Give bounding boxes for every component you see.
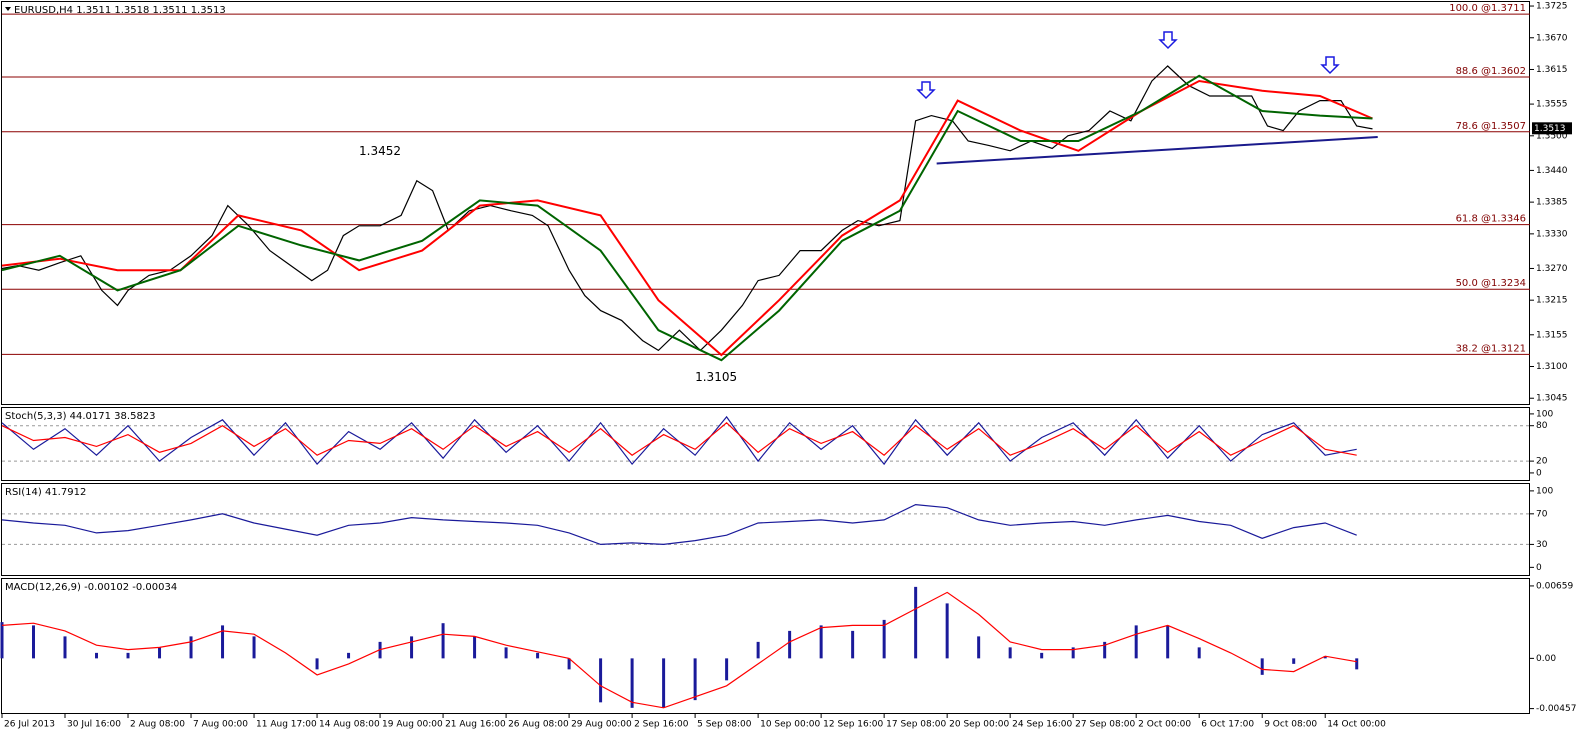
y-tick-label: 1.3500 bbox=[1536, 131, 1568, 141]
x-tick-label: 2 Sep 16:00 bbox=[634, 720, 689, 730]
y-tick-label: 1.3100 bbox=[1536, 362, 1568, 372]
panel-title: EURUSD,H4 1.3511 1.3518 1.3511 1.3513 bbox=[14, 5, 226, 16]
x-tick-label: 12 Sep 16:00 bbox=[823, 720, 883, 730]
x-tick-label: 9 Oct 08:00 bbox=[1264, 720, 1317, 730]
y-tick-label: 20 bbox=[1536, 457, 1548, 467]
panel-title: Stoch(5,3,3) 44.0171 38.5823 bbox=[5, 411, 156, 422]
panel-frame bbox=[1, 483, 1530, 576]
series-line bbox=[1, 421, 1357, 456]
series-line bbox=[1, 65, 1373, 352]
x-tick-label: 24 Sep 16:00 bbox=[1012, 720, 1072, 730]
fib-label: 78.6 @1.3507 bbox=[1456, 121, 1526, 132]
y-tick-label: 80 bbox=[1536, 421, 1548, 431]
x-tick-label: 27 Sep 08:00 bbox=[1075, 720, 1135, 730]
fib-label: 50.0 @1.3234 bbox=[1456, 278, 1526, 289]
panel-frame bbox=[1, 407, 1530, 481]
y-tick-label: 1.3215 bbox=[1536, 296, 1568, 306]
x-tick-label: 14 Aug 08:00 bbox=[319, 720, 380, 730]
x-tick-label: 6 Oct 17:00 bbox=[1201, 720, 1254, 730]
y-tick-label: 0 bbox=[1536, 563, 1542, 573]
y-tick-label: 1.3155 bbox=[1536, 330, 1568, 340]
series-line bbox=[1, 503, 1357, 546]
last-price-tag bbox=[1532, 122, 1572, 135]
trendline bbox=[936, 135, 1378, 165]
y-tick-label: 0 bbox=[1536, 468, 1542, 478]
fib-label: 88.6 @1.3602 bbox=[1456, 66, 1526, 77]
y-tick-label: 1.3670 bbox=[1536, 33, 1568, 43]
arrow bbox=[1158, 31, 1178, 50]
arrows bbox=[916, 31, 1340, 100]
y-tick-label: 0.00659 bbox=[1536, 581, 1573, 591]
x-tick-label: 2 Aug 08:00 bbox=[130, 720, 185, 730]
x-tick-label: 29 Aug 00:00 bbox=[571, 720, 632, 730]
y-tick-label: 1.3270 bbox=[1536, 264, 1568, 274]
panel-frames bbox=[1, 1, 1530, 714]
fib-label: 100.0 @1.3711 bbox=[1449, 3, 1526, 14]
last-price-label: 1.3513 bbox=[1534, 124, 1566, 134]
x-tick-label: 5 Sep 08:00 bbox=[697, 720, 752, 730]
fib-label: 38.2 @1.3121 bbox=[1456, 343, 1526, 354]
y-tick-label: 1.3615 bbox=[1536, 65, 1568, 75]
arrow bbox=[1320, 56, 1340, 75]
x-tick-label: 14 Oct 00:00 bbox=[1327, 720, 1386, 730]
x-tick-label: 11 Aug 17:00 bbox=[256, 720, 317, 730]
arrow bbox=[916, 81, 936, 100]
series-line bbox=[1, 591, 1357, 709]
x-tick-label: 20 Sep 00:00 bbox=[949, 720, 1009, 730]
y-tick-label: 30 bbox=[1536, 540, 1548, 550]
x-tick-label: 7 Aug 00:00 bbox=[193, 720, 248, 730]
panel-title: RSI(14) 41.7912 bbox=[5, 487, 86, 498]
y-tick-label: -0.00457 bbox=[1536, 704, 1576, 714]
x-tick-label: 30 Jul 16:00 bbox=[67, 720, 121, 730]
y-tick-label: 1.3045 bbox=[1536, 394, 1568, 404]
y-tick-label: 1.3555 bbox=[1536, 100, 1568, 110]
x-tick-label: 21 Aug 16:00 bbox=[445, 720, 506, 730]
y-tick-label: 1.3330 bbox=[1536, 229, 1568, 239]
annotation: 1.3105 bbox=[695, 370, 737, 384]
y-tick-label: 1.3440 bbox=[1536, 166, 1568, 176]
y-tick-label: 1.3385 bbox=[1536, 198, 1568, 208]
annotation: 1.3452 bbox=[359, 144, 401, 158]
x-tick-label: 10 Sep 00:00 bbox=[760, 720, 820, 730]
series-line bbox=[1, 74, 1373, 362]
panel-frame bbox=[1, 1, 1530, 405]
panel-title: MACD(12,26,9) -0.00102 -0.00034 bbox=[5, 582, 177, 593]
x-tick-label: 19 Aug 00:00 bbox=[382, 720, 443, 730]
x-tick-label: 2 Oct 00:00 bbox=[1138, 720, 1191, 730]
y-tick-label: 100 bbox=[1536, 409, 1553, 419]
y-tick-label: 100 bbox=[1536, 486, 1553, 496]
y-tick-label: 1.3725 bbox=[1536, 2, 1568, 12]
x-tick-label: 17 Sep 08:00 bbox=[886, 720, 946, 730]
menu-triangle bbox=[5, 7, 11, 11]
x-tick-label: 26 Aug 08:00 bbox=[508, 720, 569, 730]
y-tick-label: 0.00 bbox=[1536, 654, 1556, 664]
x-tick-label: 26 Jul 2013 bbox=[4, 720, 55, 730]
fib-label: 61.8 @1.3346 bbox=[1456, 214, 1526, 225]
y-tick-label: 70 bbox=[1536, 509, 1548, 519]
